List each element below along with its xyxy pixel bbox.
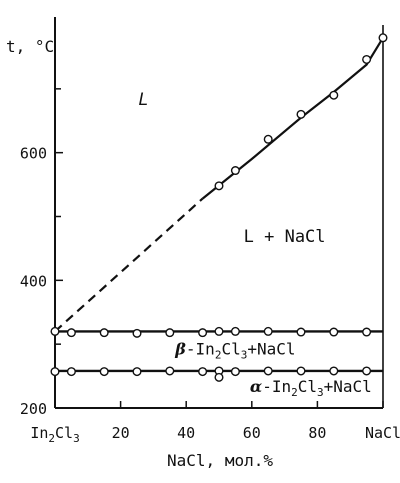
data-point (296, 366, 306, 376)
data-point (230, 326, 240, 336)
data-point (230, 166, 240, 176)
data-point (230, 367, 240, 377)
region-label: L (138, 90, 148, 110)
data-point (214, 372, 224, 382)
axes (54, 17, 384, 409)
data-point (263, 366, 273, 376)
data-point (132, 328, 142, 338)
x-tick-label: In2Cl3 (30, 424, 79, 445)
data-point (99, 367, 109, 377)
region-label: α-In2Cl3+NaCl (250, 377, 372, 399)
data-point (263, 134, 273, 144)
data-point (99, 328, 109, 338)
x-axis-title: NaCl, мол.% (167, 451, 273, 470)
data-point (165, 328, 175, 338)
data-point (214, 181, 224, 191)
data-point (362, 327, 372, 337)
series-lines (54, 37, 384, 373)
annotations: L L + NaCl β-In2Cl3+NaCl α-In2Cl3+NaCl (138, 90, 371, 399)
data-point (198, 367, 208, 377)
x-tick-label: NaCl (365, 424, 400, 442)
data-point (66, 328, 76, 338)
data-point (362, 54, 372, 64)
data-point (165, 366, 175, 376)
x-tick-label: 40 (177, 424, 195, 442)
data-point (132, 367, 142, 377)
data-point (263, 326, 273, 336)
tick-labels: In2Cl3 20 40 60 80 NaCl 200 400 600 (20, 145, 400, 445)
data-point (50, 367, 60, 377)
series-line-dashed (54, 197, 204, 333)
x-tick-label: 20 (112, 424, 130, 442)
data-point (214, 326, 224, 336)
region-label: β-In2Cl3+NaCl (174, 339, 295, 361)
data-point (329, 366, 339, 376)
region-label: L + NaCl (244, 227, 326, 247)
x-tick-label: 80 (308, 424, 326, 442)
data-point (66, 367, 76, 377)
series-points (50, 33, 388, 382)
y-tick-label: 200 (20, 400, 47, 418)
data-point (198, 328, 208, 338)
y-tick-label: 600 (20, 145, 47, 163)
y-tick-label: 400 (20, 272, 47, 290)
series-line (201, 37, 384, 200)
data-point (296, 327, 306, 337)
x-tick-label: 60 (243, 424, 261, 442)
data-point (296, 109, 306, 119)
data-point (329, 327, 339, 337)
data-point (50, 326, 60, 336)
data-point (362, 366, 372, 376)
data-point (329, 90, 339, 100)
y-axis-title: t, °C (6, 37, 54, 56)
data-point (378, 33, 388, 43)
